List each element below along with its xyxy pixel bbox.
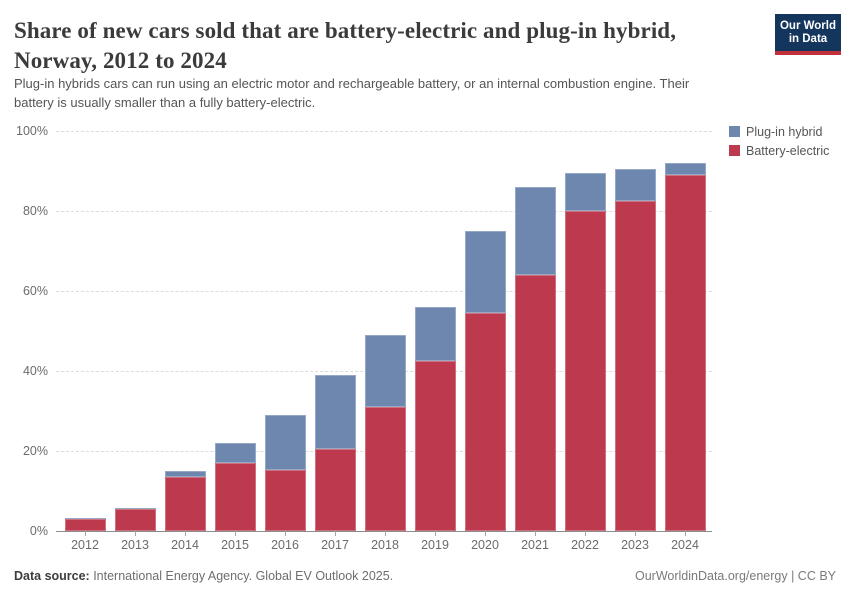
x-axis-label-2020: 2020: [471, 538, 499, 552]
x-axis-tick-2022: [585, 531, 586, 536]
y-axis-tick-label-20: 20%: [22, 444, 48, 458]
legend-label-battery-electric: Battery-electric: [746, 143, 830, 158]
data-source-label: Data source:: [14, 569, 90, 583]
gridline-60: [56, 291, 712, 292]
x-axis-label-2016: 2016: [271, 538, 299, 552]
bar-segment-plug-in-hybrid-2024[interactable]: [664, 163, 706, 175]
owid-logo-line2: in Data: [788, 32, 828, 45]
x-axis-tick-2014: [185, 531, 186, 536]
bar-segment-plug-in-hybrid-2020[interactable]: [464, 231, 506, 313]
y-axis-tick-label-0: 0%: [29, 524, 48, 538]
chart-title-line2: Norway, 2012 to 2024: [14, 48, 227, 73]
bar-segment-battery-electric-2013[interactable]: [114, 509, 156, 531]
x-axis-label-2015: 2015: [221, 538, 249, 552]
bar-segment-battery-electric-2015[interactable]: [214, 463, 256, 531]
y-axis-tick-label-80: 80%: [22, 204, 48, 218]
bar-segment-plug-in-hybrid-2018[interactable]: [364, 335, 406, 407]
x-axis-tick-2019: [435, 531, 436, 536]
chart-subtitle: Plug-in hybrids cars can run using an el…: [14, 74, 814, 112]
gridline-100: [56, 131, 712, 132]
x-axis-tick-2024: [685, 531, 686, 536]
legend-item-battery-electric[interactable]: Battery-electric: [729, 141, 829, 160]
x-axis-line: [56, 531, 712, 532]
bar-segment-plug-in-hybrid-2013[interactable]: [114, 507, 156, 509]
bar-segment-plug-in-hybrid-2019[interactable]: [414, 307, 456, 361]
bar-segment-plug-in-hybrid-2012[interactable]: [64, 517, 106, 520]
bar-segment-battery-electric-2017[interactable]: [314, 448, 356, 531]
bar-segment-battery-electric-2014[interactable]: [164, 477, 206, 531]
x-axis-label-2018: 2018: [371, 538, 399, 552]
legend-swatch-battery-electric: [729, 145, 740, 156]
x-axis-tick-2023: [635, 531, 636, 536]
x-axis-label-2024: 2024: [671, 538, 699, 552]
x-axis-tick-2013: [135, 531, 136, 536]
chart-title-line1: Share of new cars sold that are battery-…: [14, 18, 677, 43]
bar-segment-plug-in-hybrid-2015[interactable]: [214, 443, 256, 463]
x-axis-tick-2021: [535, 531, 536, 536]
x-axis-label-2022: 2022: [571, 538, 599, 552]
x-axis-tick-2017: [335, 531, 336, 536]
y-axis-tick-label-60: 60%: [22, 284, 48, 298]
y-axis-tick-label-40: 40%: [22, 364, 48, 378]
y-axis-tick-label-100: 100%: [16, 124, 48, 138]
bar-segment-battery-electric-2019[interactable]: [414, 361, 456, 531]
bar-segment-plug-in-hybrid-2016[interactable]: [264, 415, 306, 470]
x-axis-label-2014: 2014: [171, 538, 199, 552]
chart-subtitle-line2: battery is usually smaller than a fully …: [14, 95, 316, 110]
bar-segment-plug-in-hybrid-2017[interactable]: [314, 375, 356, 449]
x-axis-tick-2018: [385, 531, 386, 536]
x-axis-label-2013: 2013: [121, 538, 149, 552]
x-axis-tick-2012: [85, 531, 86, 536]
bar-segment-battery-electric-2022[interactable]: [564, 211, 606, 531]
x-axis-label-2012: 2012: [71, 538, 99, 552]
owid-logo[interactable]: Our World in Data: [775, 14, 841, 55]
bar-segment-battery-electric-2018[interactable]: [364, 407, 406, 531]
bar-segment-plug-in-hybrid-2023[interactable]: [614, 169, 656, 201]
data-source: Data source: International Energy Agency…: [14, 568, 393, 585]
bar-segment-battery-electric-2012[interactable]: [64, 519, 106, 531]
bar-segment-battery-electric-2021[interactable]: [514, 275, 556, 531]
chart-legend: Plug-in hybrid Battery-electric: [729, 122, 829, 160]
x-axis-label-2019: 2019: [421, 538, 449, 552]
bar-segment-plug-in-hybrid-2022[interactable]: [564, 173, 606, 211]
legend-label-plug-in-hybrid: Plug-in hybrid: [746, 124, 823, 139]
owid-logo-line1: Our World: [779, 19, 836, 32]
legend-item-plug-in-hybrid[interactable]: Plug-in hybrid: [729, 122, 829, 141]
bar-segment-plug-in-hybrid-2014[interactable]: [164, 471, 206, 477]
chart-footer: Data source: International Energy Agency…: [14, 568, 836, 585]
credit-link[interactable]: OurWorldinData.org/energy | CC BY: [634, 569, 836, 583]
x-axis-label-2017: 2017: [321, 538, 349, 552]
chart-title: Share of new cars sold that are battery-…: [14, 16, 770, 76]
x-axis-tick-2015: [235, 531, 236, 536]
x-axis-label-2021: 2021: [521, 538, 549, 552]
bar-segment-battery-electric-2024[interactable]: [664, 175, 706, 531]
chart-subtitle-line1: Plug-in hybrids cars can run using an el…: [14, 76, 690, 91]
bar-segment-plug-in-hybrid-2021[interactable]: [514, 187, 556, 275]
legend-swatch-plug-in-hybrid: [729, 126, 740, 137]
bar-segment-battery-electric-2020[interactable]: [464, 313, 506, 531]
x-axis-tick-2020: [485, 531, 486, 536]
x-axis-tick-2016: [285, 531, 286, 536]
gridline-80: [56, 211, 712, 212]
data-source-text: International Energy Agency. Global EV O…: [89, 569, 394, 583]
bar-segment-battery-electric-2016[interactable]: [264, 469, 306, 531]
x-axis-label-2023: 2023: [621, 538, 649, 552]
bar-segment-battery-electric-2023[interactable]: [614, 201, 656, 531]
